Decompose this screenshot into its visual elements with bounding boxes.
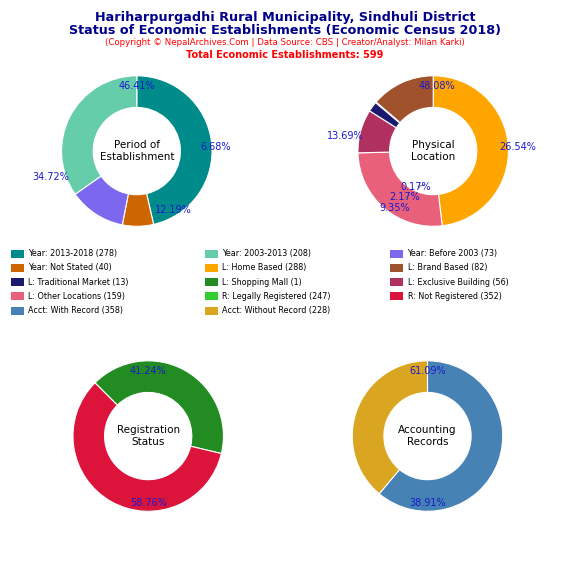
Text: 6.68%: 6.68% [201,142,231,152]
Wedge shape [369,103,400,128]
Text: Year: Not Stated (40): Year: Not Stated (40) [28,263,112,272]
Text: 9.35%: 9.35% [379,194,410,213]
Text: Physical
Location: Physical Location [411,140,455,162]
Text: L: Brand Based (82): L: Brand Based (82) [408,263,487,272]
Wedge shape [376,76,433,123]
Text: Total Economic Establishments: 599: Total Economic Establishments: 599 [186,50,384,60]
Wedge shape [123,194,154,226]
Text: L: Other Locations (159): L: Other Locations (159) [28,292,125,301]
Wedge shape [358,152,442,226]
Wedge shape [137,76,212,225]
Text: 26.54%: 26.54% [499,142,536,152]
Text: 13.69%: 13.69% [327,131,364,141]
Text: 0.17%: 0.17% [400,182,431,192]
Text: (Copyright © NepalArchives.Com | Data Source: CBS | Creator/Analyst: Milan Karki: (Copyright © NepalArchives.Com | Data So… [105,38,465,47]
Wedge shape [73,383,221,511]
Text: Hariharpurgadhi Rural Municipality, Sindhuli District: Hariharpurgadhi Rural Municipality, Sind… [95,11,475,25]
Text: Registration
Status: Registration Status [117,425,180,447]
Text: 41.24%: 41.24% [130,366,166,376]
Text: R: Not Registered (352): R: Not Registered (352) [408,292,502,301]
Text: Acct: With Record (358): Acct: With Record (358) [28,306,124,315]
Text: Year: Before 2003 (73): Year: Before 2003 (73) [408,249,498,258]
Wedge shape [379,361,503,511]
Text: Status of Economic Establishments (Economic Census 2018): Status of Economic Establishments (Econo… [69,24,501,37]
Text: 61.09%: 61.09% [409,366,446,376]
Text: 12.19%: 12.19% [154,205,192,215]
Wedge shape [75,176,128,225]
Text: 34.72%: 34.72% [32,172,69,182]
Wedge shape [352,361,428,494]
Text: 58.76%: 58.76% [130,498,166,508]
Text: Accounting
Records: Accounting Records [398,425,457,447]
Text: Acct: Without Record (228): Acct: Without Record (228) [222,306,331,315]
Text: 48.08%: 48.08% [418,81,455,91]
Text: 38.91%: 38.91% [409,498,446,508]
Text: 2.17%: 2.17% [389,187,420,202]
Text: Year: 2003-2013 (208): Year: 2003-2013 (208) [222,249,311,258]
Wedge shape [376,102,400,123]
Text: L: Home Based (288): L: Home Based (288) [222,263,307,272]
Wedge shape [62,76,137,194]
Text: L: Exclusive Building (56): L: Exclusive Building (56) [408,278,508,287]
Text: L: Traditional Market (13): L: Traditional Market (13) [28,278,129,287]
Wedge shape [358,111,396,153]
Text: Year: 2013-2018 (278): Year: 2013-2018 (278) [28,249,117,258]
Wedge shape [433,76,508,226]
Text: Period of
Establishment: Period of Establishment [100,140,174,162]
Text: R: Legally Registered (247): R: Legally Registered (247) [222,292,331,301]
Wedge shape [95,361,223,454]
Text: 46.41%: 46.41% [119,81,155,91]
Text: L: Shopping Mall (1): L: Shopping Mall (1) [222,278,302,287]
